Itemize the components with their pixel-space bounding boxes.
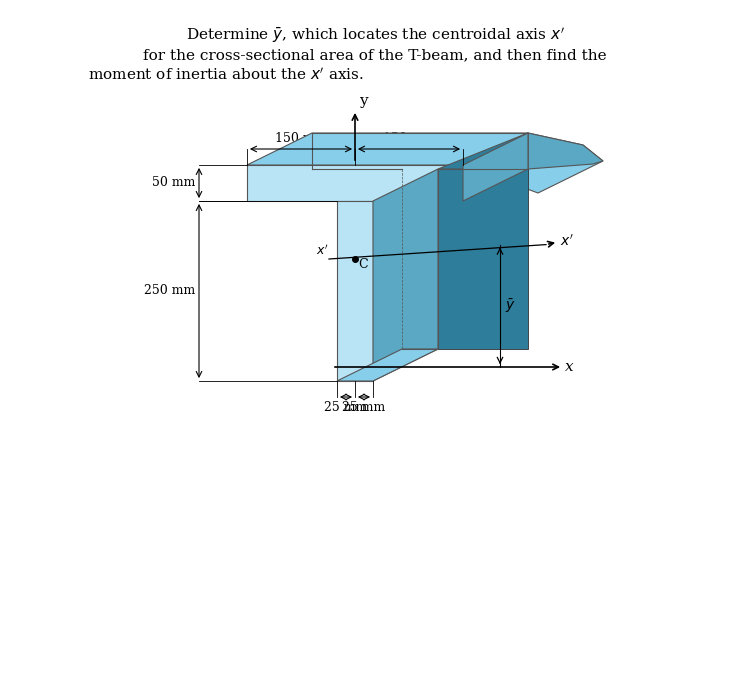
Polygon shape [247,133,528,165]
Polygon shape [337,349,438,381]
Text: 50 mm: 50 mm [152,177,195,190]
Polygon shape [438,169,528,349]
Text: $x'$: $x'$ [560,234,574,249]
Text: C: C [358,258,368,271]
Text: moment of inertia about the $x'$ axis.: moment of inertia about the $x'$ axis. [88,67,364,83]
Text: $\bar{y}$: $\bar{y}$ [505,297,516,315]
Text: y: y [359,94,368,108]
Text: 25 mm: 25 mm [324,401,368,414]
Text: 150 mm: 150 mm [275,132,327,145]
Text: x: x [565,360,574,374]
Text: for the cross-sectional area of the T-beam, and then find the: for the cross-sectional area of the T-be… [143,48,607,62]
Text: 150 mm: 150 mm [383,132,435,145]
Text: $x'$: $x'$ [316,244,329,258]
Polygon shape [337,201,373,381]
Polygon shape [463,133,603,193]
Text: Determine $\bar{y}$, which locates the centroidal axis $x'$: Determine $\bar{y}$, which locates the c… [185,25,565,45]
Text: 25 mm: 25 mm [342,401,386,414]
Polygon shape [463,133,528,201]
Polygon shape [438,133,528,169]
Polygon shape [528,133,603,169]
Polygon shape [373,169,438,381]
Text: 250 mm: 250 mm [144,284,195,297]
Polygon shape [247,165,463,201]
